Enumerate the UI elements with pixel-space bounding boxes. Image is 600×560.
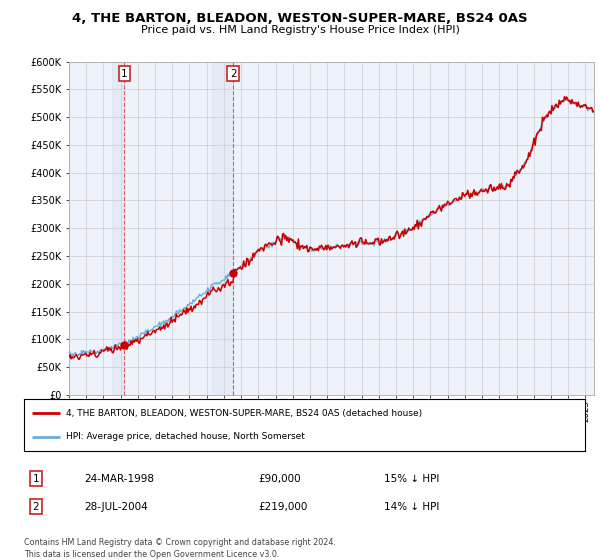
Text: £219,000: £219,000 xyxy=(258,502,307,512)
Text: 24-MAR-1998: 24-MAR-1998 xyxy=(84,474,154,484)
Text: 2: 2 xyxy=(32,502,40,512)
Text: 28-JUL-2004: 28-JUL-2004 xyxy=(84,502,148,512)
Text: HPI: Average price, detached house, North Somerset: HPI: Average price, detached house, Nort… xyxy=(66,432,305,441)
Text: 1: 1 xyxy=(121,69,128,79)
Text: 4, THE BARTON, BLEADON, WESTON-SUPER-MARE, BS24 0AS: 4, THE BARTON, BLEADON, WESTON-SUPER-MAR… xyxy=(72,12,528,25)
Text: 14% ↓ HPI: 14% ↓ HPI xyxy=(384,502,439,512)
Bar xyxy=(112,62,124,395)
Text: Price paid vs. HM Land Registry's House Price Index (HPI): Price paid vs. HM Land Registry's House … xyxy=(140,25,460,35)
Bar xyxy=(212,62,233,395)
Text: 2: 2 xyxy=(230,69,236,79)
Text: 4, THE BARTON, BLEADON, WESTON-SUPER-MARE, BS24 0AS (detached house): 4, THE BARTON, BLEADON, WESTON-SUPER-MAR… xyxy=(66,409,422,418)
Text: £90,000: £90,000 xyxy=(258,474,301,484)
Text: Contains HM Land Registry data © Crown copyright and database right 2024.
This d: Contains HM Land Registry data © Crown c… xyxy=(24,538,336,559)
Text: 15% ↓ HPI: 15% ↓ HPI xyxy=(384,474,439,484)
Text: 1: 1 xyxy=(32,474,40,484)
